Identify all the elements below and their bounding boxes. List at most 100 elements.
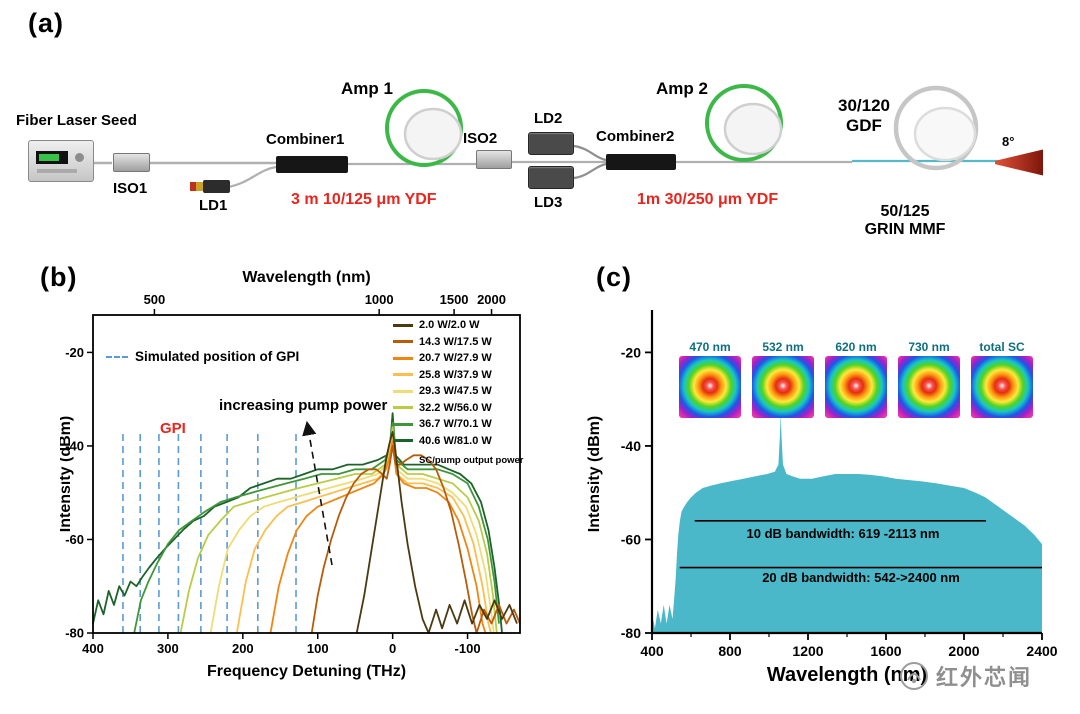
x-tick-label: 0: [389, 641, 396, 656]
legend-label: 29.3 W/47.5 W: [419, 385, 492, 398]
iso2-label: ISO2: [463, 130, 498, 147]
gdf-label-line1: 30/120: [838, 96, 890, 115]
gpi-dash-sample: [106, 356, 128, 359]
ld2-component: [528, 132, 574, 155]
x-tick-label: 100: [307, 641, 329, 656]
combiner2-label: Combiner2: [596, 128, 675, 145]
grin-coil: [893, 85, 979, 171]
amp2-coil-inner: [723, 102, 783, 156]
x2-tick-label: 2000: [477, 292, 506, 307]
series-line: [133, 421, 500, 634]
grin-coil-inner: [913, 106, 977, 162]
watermark: 红外芯闻: [898, 660, 1032, 692]
beam-inset-label: 532 nm: [762, 340, 804, 354]
combiner2-component: [606, 154, 676, 170]
beam-inset-totalsc: total SC: [970, 340, 1034, 418]
supercontinuum-chart: 400 800 1200 1600 2000 2400 -20 -40 -60 -80 Wavele…: [586, 310, 1058, 686]
legend-label: 36.7 W/70.1 W: [419, 418, 492, 431]
watermark-logo-icon: [900, 662, 928, 690]
x-tick-label: 1200: [792, 643, 823, 659]
legend-swatch: [393, 323, 413, 327]
beam-inset-532: 532 nm: [751, 340, 815, 418]
beam-profile-image: [971, 356, 1033, 418]
beam-profile-image: [825, 356, 887, 418]
series-line: [209, 430, 495, 634]
gdf-label-line2: GDF: [846, 116, 882, 135]
series-line: [310, 444, 521, 634]
legend-label: 14.3 W/17.5 W: [419, 335, 492, 348]
legend-note: SC/pump output power: [419, 455, 524, 466]
beam-inset-label: 470 nm: [689, 340, 731, 354]
bandwidth-10db-label: 10 dB bandwidth: 619 -2113 nm: [746, 526, 940, 541]
legend-entry: 20.7 W/27.9 W: [393, 350, 533, 367]
beam-inset-730: 730 nm: [897, 340, 961, 418]
legend-entry: 40.6 W/81.0 W: [393, 433, 533, 450]
x-tick-label: 400: [640, 643, 664, 659]
legend-swatch: [393, 373, 413, 377]
iso1-label: ISO1: [113, 180, 148, 197]
x-tick-label: 2000: [948, 643, 979, 659]
y-tick-label: -20: [65, 345, 84, 360]
pump-fiber-line: [573, 144, 607, 162]
beam-profile-image: [898, 356, 960, 418]
gpi-sim-text: Simulated position of GPI: [135, 349, 300, 364]
combiner1-label: Combiner1: [266, 131, 345, 148]
y-tick-label: -40: [621, 438, 641, 454]
legend-entry: 2.0 W/2.0 W: [393, 317, 533, 334]
beam-inset-470: 470 nm: [678, 340, 742, 418]
ld3-component: [528, 166, 574, 189]
seed-screen-display: [39, 154, 59, 161]
ld1-ferrule: [196, 182, 203, 191]
seed-label: Fiber Laser Seed: [16, 112, 137, 129]
iso2-component: [476, 150, 512, 169]
legend-label: 20.7 W/27.9 W: [419, 352, 492, 365]
legend-swatch: [393, 389, 413, 393]
legend-entry: 14.3 W/17.5 W: [393, 334, 533, 351]
beam-inset-620: 620 nm: [824, 340, 888, 418]
series-line: [355, 430, 518, 634]
panel-b-label: (b): [40, 262, 78, 292]
amp1-label: Amp 1: [341, 79, 393, 98]
beam-profile-image: [679, 356, 741, 418]
gpi-annotation: GPI: [160, 420, 186, 437]
x-tick-label: 200: [232, 641, 254, 656]
y-tick-label: -40: [65, 438, 84, 453]
mmf-label: 50/125 GRIN MMF: [845, 203, 965, 239]
seed-vent: [37, 169, 77, 173]
amp1-coil-inner: [403, 107, 463, 161]
y-tick-label: -80: [621, 625, 641, 641]
series-line: [179, 426, 498, 634]
x-tick-label: 1600: [870, 643, 901, 659]
legend-label: 25.8 W/37.9 W: [419, 368, 492, 381]
x-axis-title: Wavelength (nm): [767, 664, 927, 686]
watermark-text: 红外芯闻: [936, 665, 1033, 690]
x2-axis-title: Wavelength (nm): [242, 269, 370, 286]
ydf2-label: 1m 30/250 μm YDF: [637, 191, 779, 208]
series-line: [269, 440, 487, 634]
x-tick-label: -100: [455, 641, 481, 656]
plot-frame: [92, 314, 521, 634]
x2-tick-label: 1500: [440, 292, 469, 307]
y-axis-title: Intensity (dBm): [60, 416, 74, 532]
combiner1-component: [276, 156, 348, 173]
gpi-sim-annotation: Simulated position of GPI: [106, 349, 299, 364]
panel-a-label: (a): [28, 8, 64, 38]
iso1-component: [113, 153, 150, 172]
legend-swatch: [393, 406, 413, 410]
ld1-label: LD1: [199, 197, 228, 214]
legend-swatch: [393, 340, 413, 344]
series-line: [92, 412, 503, 634]
beam-inset-label: 620 nm: [835, 340, 877, 354]
panel-c-label: (c): [596, 262, 632, 292]
x2-tick-label: 1000: [365, 292, 394, 307]
y-tick-label: -20: [621, 344, 641, 360]
legend-label: 2.0 W/2.0 W: [419, 319, 480, 332]
mmf-label-line2: GRIN MMF: [864, 221, 946, 238]
y-tick-label: -60: [65, 532, 84, 547]
legend-entry: 36.7 W/70.1 W: [393, 416, 533, 433]
x-axis-title: Frequency Detuning (THz): [207, 663, 406, 680]
amp2-label: Amp 2: [656, 79, 708, 98]
spectrum-area: [652, 413, 1042, 633]
tip-angle-label: 8°: [1002, 134, 1015, 149]
